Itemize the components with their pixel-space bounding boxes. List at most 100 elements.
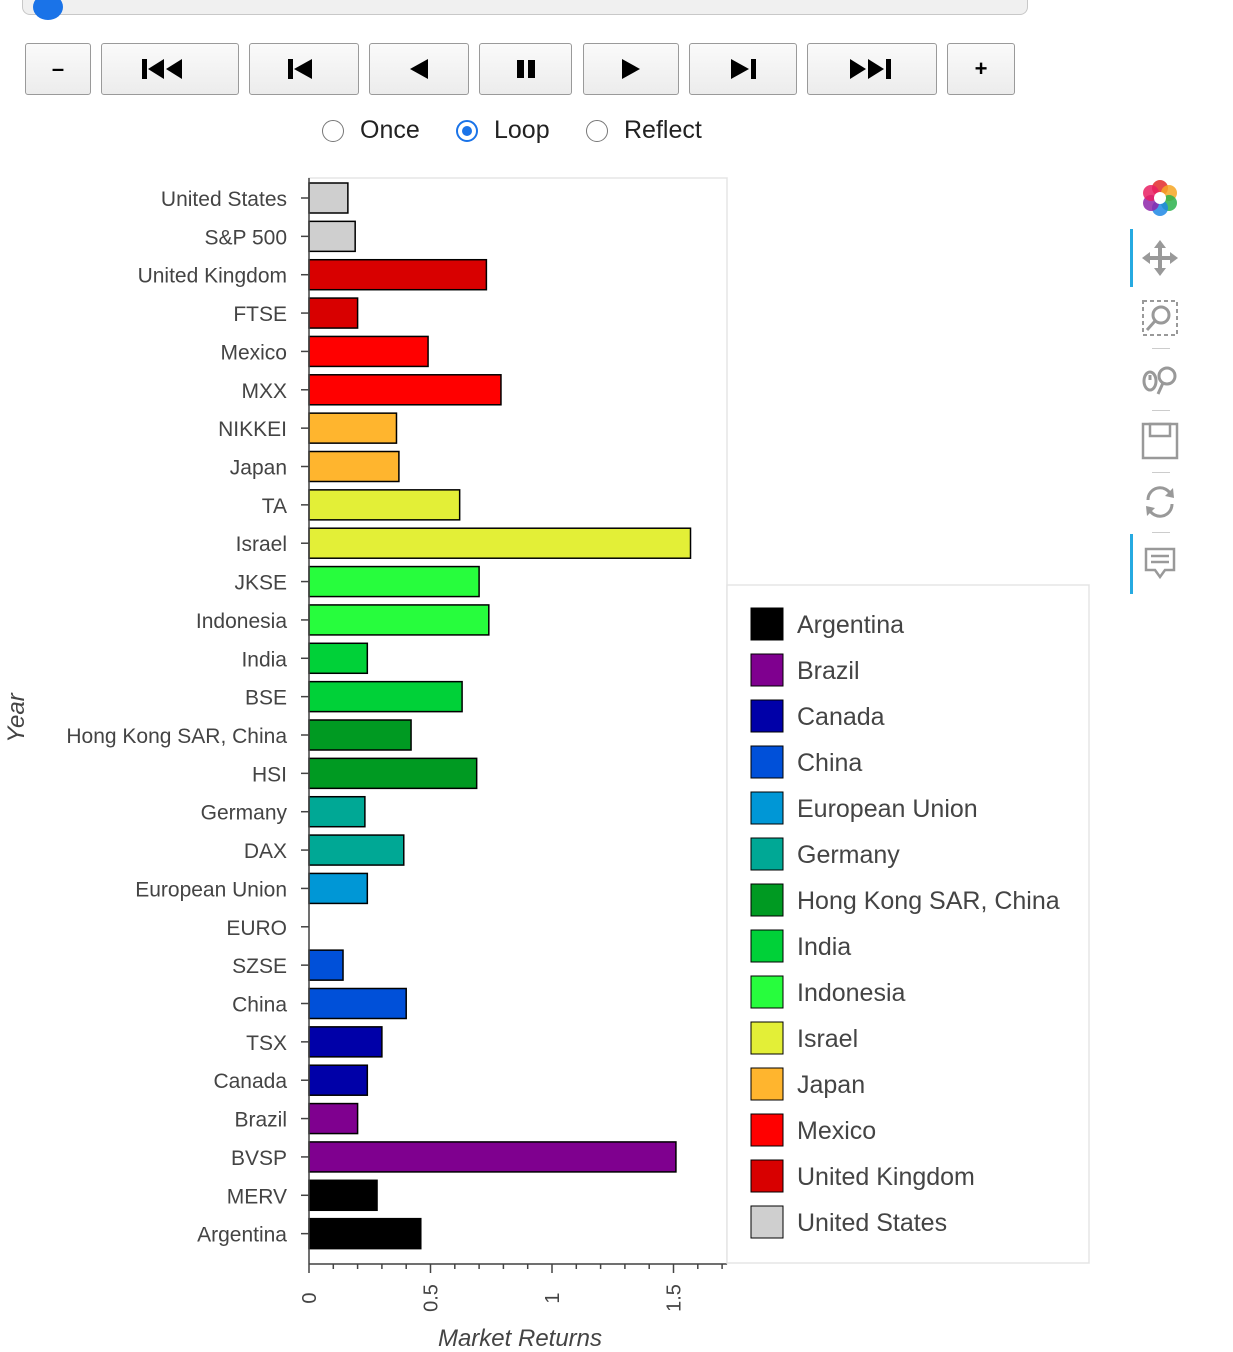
legend-swatch[interactable] bbox=[750, 1067, 784, 1101]
previous-frame-button[interactable] bbox=[249, 43, 359, 95]
legend-label[interactable]: Hong Kong SAR, China bbox=[797, 887, 1060, 915]
legend-label[interactable]: China bbox=[797, 749, 862, 777]
legend-label[interactable]: Canada bbox=[797, 703, 885, 731]
legend-swatch[interactable] bbox=[750, 607, 784, 641]
legend-swatch[interactable] bbox=[750, 929, 784, 963]
y-tick-label: JKSE bbox=[234, 572, 287, 595]
x-tick-label: 1.5 bbox=[664, 1284, 686, 1312]
bar[interactable] bbox=[308, 757, 478, 790]
legend-label[interactable]: United Kingdom bbox=[797, 1163, 975, 1191]
x-axis-label: Market Returns bbox=[438, 1325, 602, 1352]
legend-swatch[interactable] bbox=[750, 745, 784, 779]
legend-swatch[interactable] bbox=[750, 653, 784, 687]
bar[interactable] bbox=[308, 1026, 383, 1058]
bar[interactable] bbox=[308, 1102, 359, 1135]
legend-swatch[interactable] bbox=[750, 1205, 784, 1239]
radio-once-circle[interactable] bbox=[322, 119, 344, 142]
legend-swatch[interactable] bbox=[750, 791, 784, 825]
pause-button[interactable] bbox=[479, 43, 572, 95]
wheel-zoom-icon[interactable] bbox=[1140, 360, 1180, 400]
y-tick-label: BVSP bbox=[231, 1147, 287, 1170]
x-tick-label: 1 bbox=[542, 1292, 564, 1303]
y-tick-label: European Union bbox=[135, 878, 287, 901]
bar[interactable] bbox=[308, 1064, 369, 1096]
faster-button[interactable]: + bbox=[947, 43, 1015, 95]
bar[interactable] bbox=[308, 987, 407, 1020]
pan-icon[interactable] bbox=[1140, 238, 1180, 278]
save-icon[interactable] bbox=[1140, 421, 1180, 461]
last-frame-button[interactable] bbox=[807, 43, 937, 95]
reverse-play-button[interactable] bbox=[369, 43, 469, 95]
bar[interactable] bbox=[308, 335, 429, 368]
legend-label[interactable]: Brazil bbox=[797, 657, 860, 685]
bar[interactable] bbox=[308, 182, 349, 214]
y-tick-label: Israel bbox=[236, 533, 287, 556]
play-icon bbox=[622, 59, 640, 79]
legend-label[interactable]: Israel bbox=[797, 1025, 858, 1053]
radio-loop[interactable]: Loop bbox=[456, 116, 550, 145]
next-frame-button[interactable] bbox=[689, 43, 797, 95]
bar[interactable] bbox=[308, 1141, 677, 1173]
hover-icon[interactable] bbox=[1140, 544, 1180, 584]
bar[interactable] bbox=[308, 719, 412, 751]
legend-swatch[interactable] bbox=[750, 1159, 784, 1193]
bar[interactable] bbox=[308, 220, 356, 253]
frame-slider[interactable] bbox=[22, 0, 1028, 20]
y-tick-label: Germany bbox=[201, 802, 288, 825]
legend-swatch[interactable] bbox=[750, 975, 784, 1009]
y-tick-label: China bbox=[232, 994, 287, 1017]
bar[interactable] bbox=[308, 834, 405, 866]
slider-handle[interactable] bbox=[33, 0, 63, 20]
bar[interactable] bbox=[308, 795, 366, 828]
step-back-icon bbox=[288, 59, 312, 79]
legend-swatch[interactable] bbox=[750, 1021, 784, 1055]
first-frame-button[interactable] bbox=[101, 43, 239, 95]
bar[interactable] bbox=[308, 258, 488, 291]
bar[interactable] bbox=[308, 297, 359, 329]
reset-icon[interactable] bbox=[1140, 482, 1180, 522]
y-tick-label: Canada bbox=[213, 1070, 287, 1093]
bar[interactable] bbox=[308, 450, 400, 483]
legend-label[interactable]: European Union bbox=[797, 795, 978, 823]
bar[interactable] bbox=[308, 1217, 422, 1250]
bar[interactable] bbox=[308, 642, 369, 675]
radio-reflect-circle[interactable] bbox=[586, 119, 608, 142]
legend-label[interactable]: Mexico bbox=[797, 1117, 876, 1145]
radio-once-label: Once bbox=[360, 116, 420, 144]
legend-label[interactable]: India bbox=[797, 933, 851, 961]
box-zoom-icon[interactable] bbox=[1140, 298, 1180, 338]
bar[interactable] bbox=[308, 489, 461, 521]
bokeh-logo-icon[interactable] bbox=[1140, 178, 1180, 218]
legend-label[interactable]: Argentina bbox=[797, 611, 904, 639]
bar[interactable] bbox=[308, 872, 369, 905]
play-button[interactable] bbox=[583, 43, 679, 95]
bar[interactable] bbox=[308, 527, 692, 559]
bar[interactable] bbox=[308, 680, 463, 713]
y-tick-label: Japan bbox=[230, 457, 287, 480]
legend-box bbox=[726, 584, 1090, 1264]
y-tick-label: MXX bbox=[241, 380, 287, 403]
x-tick-label: 0.5 bbox=[421, 1284, 443, 1312]
y-tick-label: United Kingdom bbox=[138, 265, 287, 288]
bar[interactable] bbox=[308, 565, 480, 598]
legend-label[interactable]: Germany bbox=[797, 841, 900, 869]
y-tick-label: Brazil bbox=[234, 1109, 287, 1132]
radio-reflect[interactable]: Reflect bbox=[586, 116, 702, 145]
legend-label[interactable]: United States bbox=[797, 1209, 947, 1237]
legend-swatch[interactable] bbox=[750, 699, 784, 733]
legend-swatch[interactable] bbox=[750, 883, 784, 917]
bar[interactable] bbox=[308, 949, 344, 981]
radio-loop-circle[interactable] bbox=[456, 119, 478, 142]
bar[interactable] bbox=[308, 604, 490, 636]
bar[interactable] bbox=[308, 374, 502, 406]
radio-once[interactable]: Once bbox=[322, 116, 420, 145]
legend-swatch[interactable] bbox=[750, 1113, 784, 1147]
legend-label[interactable]: Japan bbox=[797, 1071, 865, 1099]
bar[interactable] bbox=[308, 1179, 378, 1212]
slower-button[interactable]: – bbox=[25, 43, 91, 95]
legend-label[interactable]: Indonesia bbox=[797, 979, 906, 1007]
pause-icon bbox=[516, 60, 535, 78]
legend-swatch[interactable] bbox=[750, 837, 784, 871]
bar[interactable] bbox=[308, 412, 398, 444]
last-frame-icon bbox=[850, 59, 891, 79]
